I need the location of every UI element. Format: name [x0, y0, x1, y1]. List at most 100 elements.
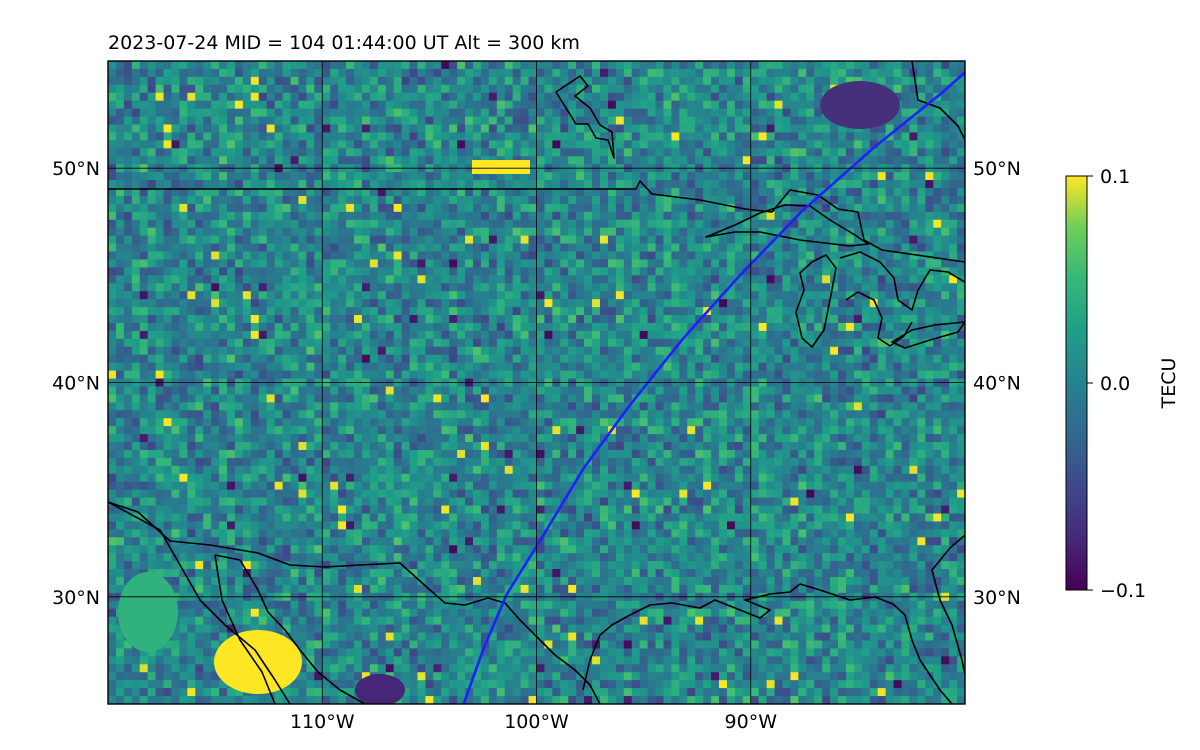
heatmap-cell: [576, 76, 585, 86]
heatmap-cell: [282, 188, 292, 197]
heatmap-cell: [822, 211, 831, 221]
heatmap-cell: [655, 140, 665, 149]
heatmap-cell: [258, 346, 268, 356]
heatmap-cell: [409, 386, 419, 396]
heatmap-cell: [115, 418, 125, 427]
heatmap-cell: [599, 116, 609, 126]
heatmap-cell: [528, 140, 538, 149]
heatmap-cell: [266, 68, 276, 78]
heatmap-cell: [957, 315, 965, 324]
heatmap-cell: [203, 180, 212, 189]
heatmap-cell: [409, 132, 419, 141]
heatmap-cell: [869, 219, 879, 229]
heatmap-cell: [750, 386, 760, 396]
heatmap-cell: [219, 195, 228, 205]
heatmap-cell: [123, 195, 133, 205]
heatmap-cell: [496, 172, 506, 181]
heatmap-cell: [242, 418, 252, 427]
heatmap-cell: [877, 402, 887, 411]
heatmap-cell: [425, 251, 434, 261]
heatmap-cell: [441, 203, 450, 213]
heatmap-cell: [108, 243, 117, 253]
heatmap-cell: [774, 188, 784, 197]
heatmap-cell: [504, 386, 514, 396]
heatmap-cell: [893, 243, 903, 253]
heatmap-cell: [560, 140, 569, 149]
heatmap-cell: [901, 291, 911, 300]
heatmap-cell: [274, 68, 284, 78]
heatmap-cell: [869, 362, 879, 372]
heatmap-cell: [163, 267, 173, 276]
heatmap-cell: [203, 346, 212, 356]
heatmap-cell: [203, 195, 212, 205]
heatmap-cell: [123, 307, 133, 316]
heatmap-cell: [234, 92, 244, 102]
heatmap-cell: [766, 370, 776, 380]
heatmap-cell: [115, 251, 125, 261]
heatmap-cell: [338, 410, 347, 419]
heatmap-cell: [377, 219, 387, 229]
heatmap-cell: [671, 338, 680, 348]
heatmap-cell: [750, 124, 760, 134]
heatmap-cell: [131, 140, 141, 149]
heatmap-cell: [599, 195, 609, 205]
heatmap-cell: [496, 211, 506, 221]
heatmap-cell: [115, 180, 125, 189]
heatmap-cell: [139, 108, 149, 118]
heatmap-cell: [282, 92, 292, 102]
heatmap-cell: [338, 76, 347, 86]
heatmap-cell: [227, 156, 236, 165]
heatmap-cell: [203, 426, 212, 435]
heatmap-cell: [147, 227, 157, 237]
heatmap-cell: [290, 92, 300, 102]
heatmap-cell: [806, 92, 815, 102]
heatmap-cell: [385, 188, 395, 197]
heatmap-cell: [933, 235, 942, 245]
heatmap-cell: [766, 188, 776, 197]
heatmap-cell: [607, 370, 617, 380]
heatmap-cell: [377, 227, 387, 237]
heatmap-cell: [552, 219, 561, 229]
heatmap-cell: [584, 251, 593, 261]
heatmap-cell: [179, 386, 188, 396]
heatmap-cell: [750, 283, 760, 292]
heatmap-cell: [306, 283, 315, 292]
heatmap-cell: [679, 354, 688, 364]
heatmap-cell: [433, 322, 442, 332]
heatmap-cell: [925, 188, 934, 197]
heatmap-cell: [425, 140, 434, 149]
heatmap-cell: [433, 354, 442, 364]
heatmap-cell: [195, 338, 204, 348]
heatmap-cell: [703, 180, 712, 189]
heatmap-cell: [655, 354, 665, 364]
heatmap-cell: [631, 275, 641, 284]
heatmap-cell: [195, 219, 204, 229]
heatmap-cell: [814, 267, 823, 276]
heatmap-cell: [314, 172, 323, 181]
heatmap-cell: [409, 394, 419, 403]
heatmap-cell: [219, 92, 228, 102]
heatmap-cell: [465, 402, 474, 411]
heatmap-cell: [639, 172, 649, 181]
heatmap-cell: [766, 410, 776, 419]
heatmap-cell: [131, 394, 141, 403]
heatmap-cell: [417, 338, 427, 348]
heatmap-cell: [607, 92, 617, 102]
heatmap-cell: [901, 211, 911, 221]
heatmap-cell: [306, 180, 315, 189]
heatmap-cell: [314, 291, 323, 300]
heatmap-cell: [552, 330, 561, 340]
heatmap-cell: [933, 251, 942, 261]
heatmap-cell: [893, 410, 903, 419]
heatmap-cell: [766, 195, 776, 205]
heatmap-cell: [496, 195, 506, 205]
heatmap-cell: [385, 418, 395, 427]
heatmap-cell: [496, 259, 506, 268]
heatmap-cell: [227, 386, 236, 396]
heatmap-cell: [671, 354, 680, 364]
heatmap-cell: [179, 299, 188, 308]
heatmap-cell: [488, 315, 498, 324]
heatmap-cell: [861, 354, 871, 364]
heatmap-cell: [266, 338, 276, 348]
heatmap-cell: [385, 275, 395, 284]
